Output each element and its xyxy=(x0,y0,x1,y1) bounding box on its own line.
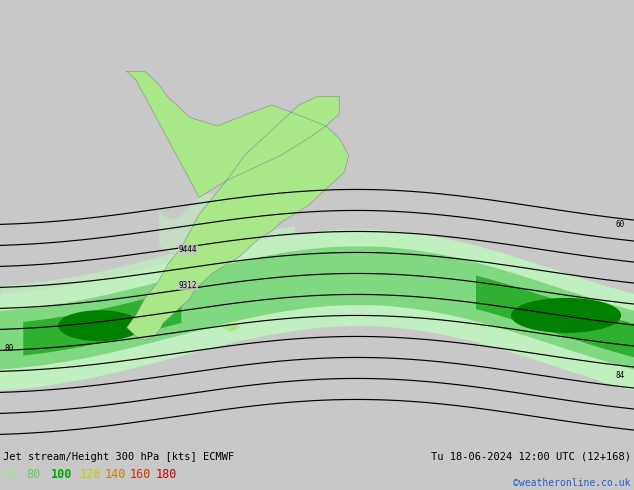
Text: Tu 18-06-2024 12:00 UTC (12+168): Tu 18-06-2024 12:00 UTC (12+168) xyxy=(431,452,631,462)
Polygon shape xyxy=(222,323,240,332)
Text: 9444: 9444 xyxy=(179,245,197,254)
Text: 140: 140 xyxy=(105,468,126,481)
Text: 60: 60 xyxy=(3,468,17,481)
Text: 180: 180 xyxy=(155,468,177,481)
Text: 120: 120 xyxy=(79,468,101,481)
Polygon shape xyxy=(127,72,349,340)
Text: 160: 160 xyxy=(130,468,152,481)
Text: 9312: 9312 xyxy=(179,281,197,290)
Polygon shape xyxy=(59,311,140,341)
Text: 100: 100 xyxy=(51,468,72,481)
Text: 84: 84 xyxy=(616,371,625,380)
Text: ©weatheronline.co.uk: ©weatheronline.co.uk xyxy=(514,478,631,488)
Text: 80: 80 xyxy=(4,344,14,353)
Polygon shape xyxy=(512,298,621,332)
Text: 80: 80 xyxy=(27,468,41,481)
Text: Jet stream/Height 300 hPa [kts] ECMWF: Jet stream/Height 300 hPa [kts] ECMWF xyxy=(3,452,235,462)
Text: 60: 60 xyxy=(616,220,625,229)
